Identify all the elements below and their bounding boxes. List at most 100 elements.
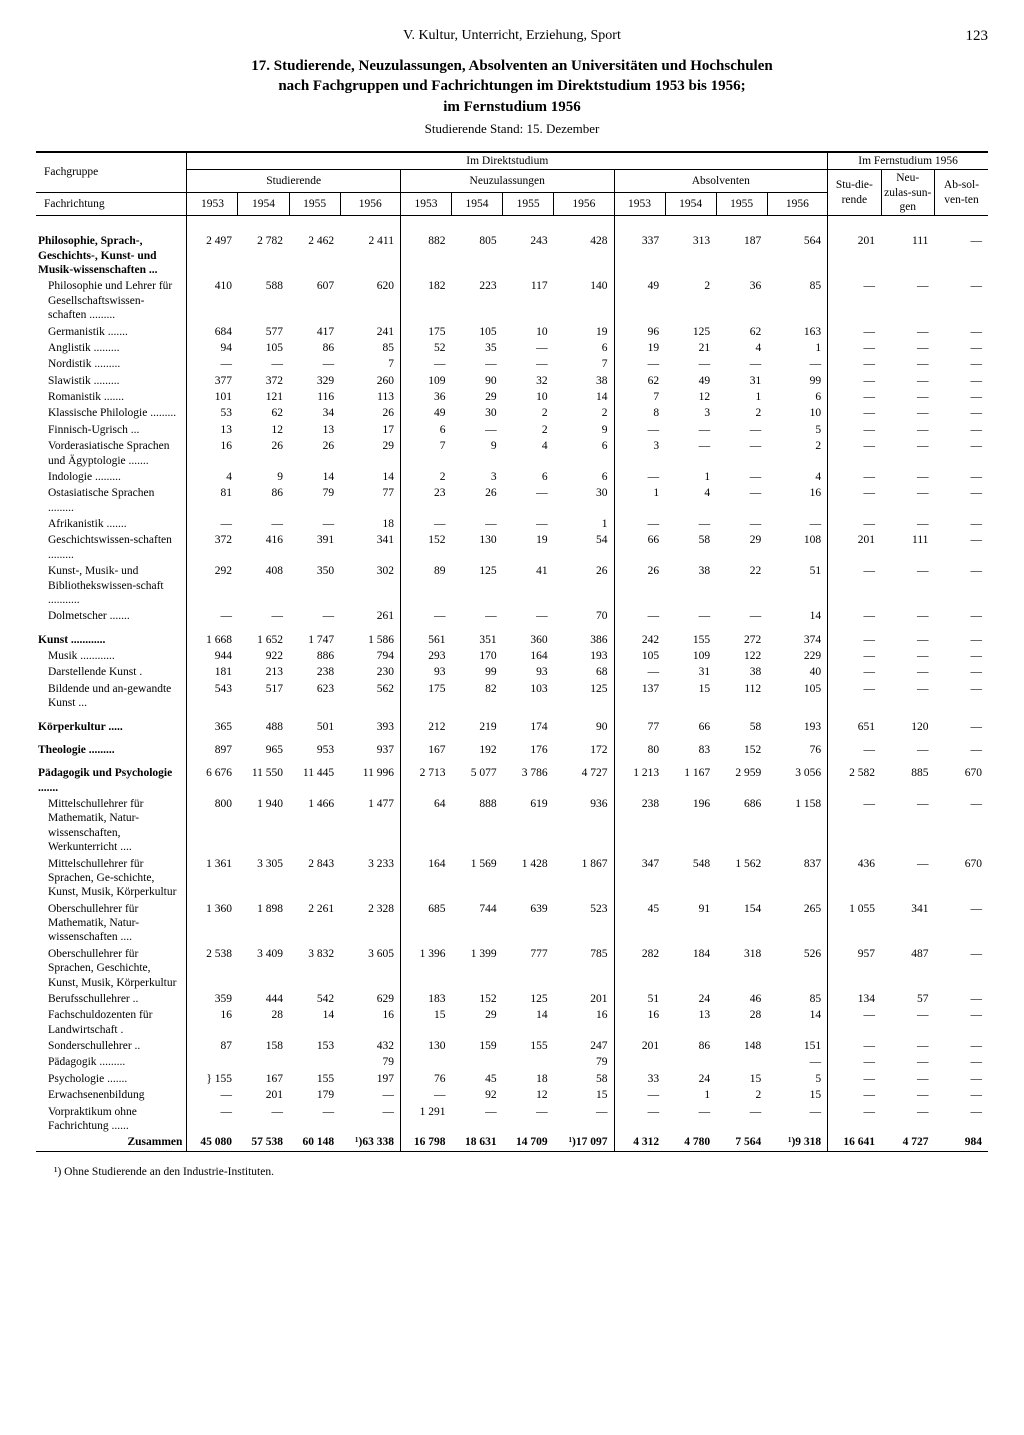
header-s-1953: 1953	[187, 193, 238, 216]
cell: —	[828, 608, 881, 624]
cell: 62	[238, 405, 289, 421]
cell	[238, 1054, 289, 1070]
cell: 2 843	[289, 856, 340, 901]
cell: 7	[400, 438, 451, 469]
cell: —	[934, 405, 988, 421]
cell: 4	[665, 485, 716, 516]
cell: —	[665, 516, 716, 532]
cell: —	[934, 324, 988, 340]
cell: 96	[614, 324, 665, 340]
cell: 341	[340, 532, 400, 563]
cell: —	[934, 438, 988, 469]
cell: —	[934, 1104, 988, 1135]
header-fern-stu: Stu-die-rende	[828, 170, 881, 216]
cell: 91	[665, 901, 716, 946]
cell: 7	[340, 356, 400, 372]
cell: 238	[289, 664, 340, 680]
cell: 16	[614, 1007, 665, 1038]
title-line-2: nach Fachgruppen und Fachrichtungen im D…	[278, 78, 745, 94]
cell: —	[614, 664, 665, 680]
cell: 416	[238, 532, 289, 563]
cell: 181	[187, 664, 238, 680]
cell: 109	[665, 648, 716, 664]
cell: —	[881, 735, 934, 758]
cell: 1 867	[554, 856, 614, 901]
cell: —	[934, 563, 988, 608]
cell: 16	[187, 438, 238, 469]
cell: —	[400, 356, 451, 372]
row-label: Kunst-, Musik- und Bibliothekswissen-sch…	[36, 563, 187, 608]
cell: —	[828, 1054, 881, 1070]
cell: —	[934, 946, 988, 991]
cell: 260	[340, 373, 400, 389]
header-fern-abs: Ab-sol-ven-ten	[934, 170, 988, 216]
cell: 3 786	[503, 758, 554, 796]
cell: —	[881, 340, 934, 356]
cell: 187	[716, 226, 767, 278]
cell: —	[881, 469, 934, 485]
cell: —	[665, 422, 716, 438]
cell: —	[554, 1104, 614, 1135]
header-a-1956: 1956	[767, 193, 827, 216]
cell: 219	[452, 712, 503, 735]
cell: 38	[716, 664, 767, 680]
cell: 175	[400, 681, 451, 712]
cell: 2 538	[187, 946, 238, 991]
cell: 965	[238, 735, 289, 758]
table-row: Philosophie, Sprach-, Geschichts-, Kunst…	[36, 226, 988, 278]
cell: —	[881, 373, 934, 389]
cell: —	[934, 340, 988, 356]
table-row: Geschichtswissen-schaften .........37241…	[36, 532, 988, 563]
cell: —	[881, 681, 934, 712]
cell: 1 940	[238, 796, 289, 856]
header-studierende: Studierende	[187, 170, 401, 193]
cell: 1 213	[614, 758, 665, 796]
row-label: Slawistik .........	[36, 373, 187, 389]
header-neuzulassungen: Neuzulassungen	[400, 170, 614, 193]
cell: 247	[554, 1038, 614, 1054]
cell: —	[828, 648, 881, 664]
header-n-1956: 1956	[554, 193, 614, 216]
cell: 15	[665, 681, 716, 712]
cell: 155	[503, 1038, 554, 1054]
cell: 79	[340, 1054, 400, 1070]
cell: 40	[767, 664, 827, 680]
cell: —	[238, 608, 289, 624]
cell: —	[767, 1054, 827, 1070]
title-line-3: im Fernstudium 1956	[443, 99, 581, 115]
cell: —	[881, 516, 934, 532]
cell: 46	[716, 991, 767, 1007]
cell: 3 832	[289, 946, 340, 991]
cell: —	[828, 324, 881, 340]
cell: 408	[238, 563, 289, 608]
footnote: ¹) Ohne Studierende an den Industrie-Ins…	[36, 1166, 988, 1178]
cell: 432	[340, 1038, 400, 1054]
cell: 90	[452, 373, 503, 389]
cell: 58	[665, 532, 716, 563]
row-label: Germanistik .......	[36, 324, 187, 340]
cell: 359	[187, 991, 238, 1007]
cell: 85	[340, 340, 400, 356]
cell: 14 709	[503, 1134, 554, 1151]
cell: 670	[934, 758, 988, 796]
cell: 16	[554, 1007, 614, 1038]
cell: 21	[665, 340, 716, 356]
cell: 24	[665, 991, 716, 1007]
cell: 155	[289, 1071, 340, 1087]
table-row: Nordistik .........———7———7———————	[36, 356, 988, 372]
cell: 1 167	[665, 758, 716, 796]
cell: 794	[340, 648, 400, 664]
cell: —	[881, 405, 934, 421]
cell: 685	[400, 901, 451, 946]
cell: 16 798	[400, 1134, 451, 1151]
table-row: Sonderschullehrer ..87158153432130159155…	[36, 1038, 988, 1054]
cell: 66	[665, 712, 716, 735]
cell: 1 399	[452, 946, 503, 991]
row-label: Philosophie und Lehrer für Gesellschafts…	[36, 278, 187, 323]
cell: 377	[187, 373, 238, 389]
cell: 152	[716, 735, 767, 758]
cell: 337	[614, 226, 665, 278]
cell: 292	[187, 563, 238, 608]
cell: 623	[289, 681, 340, 712]
header-n-1955: 1955	[503, 193, 554, 216]
